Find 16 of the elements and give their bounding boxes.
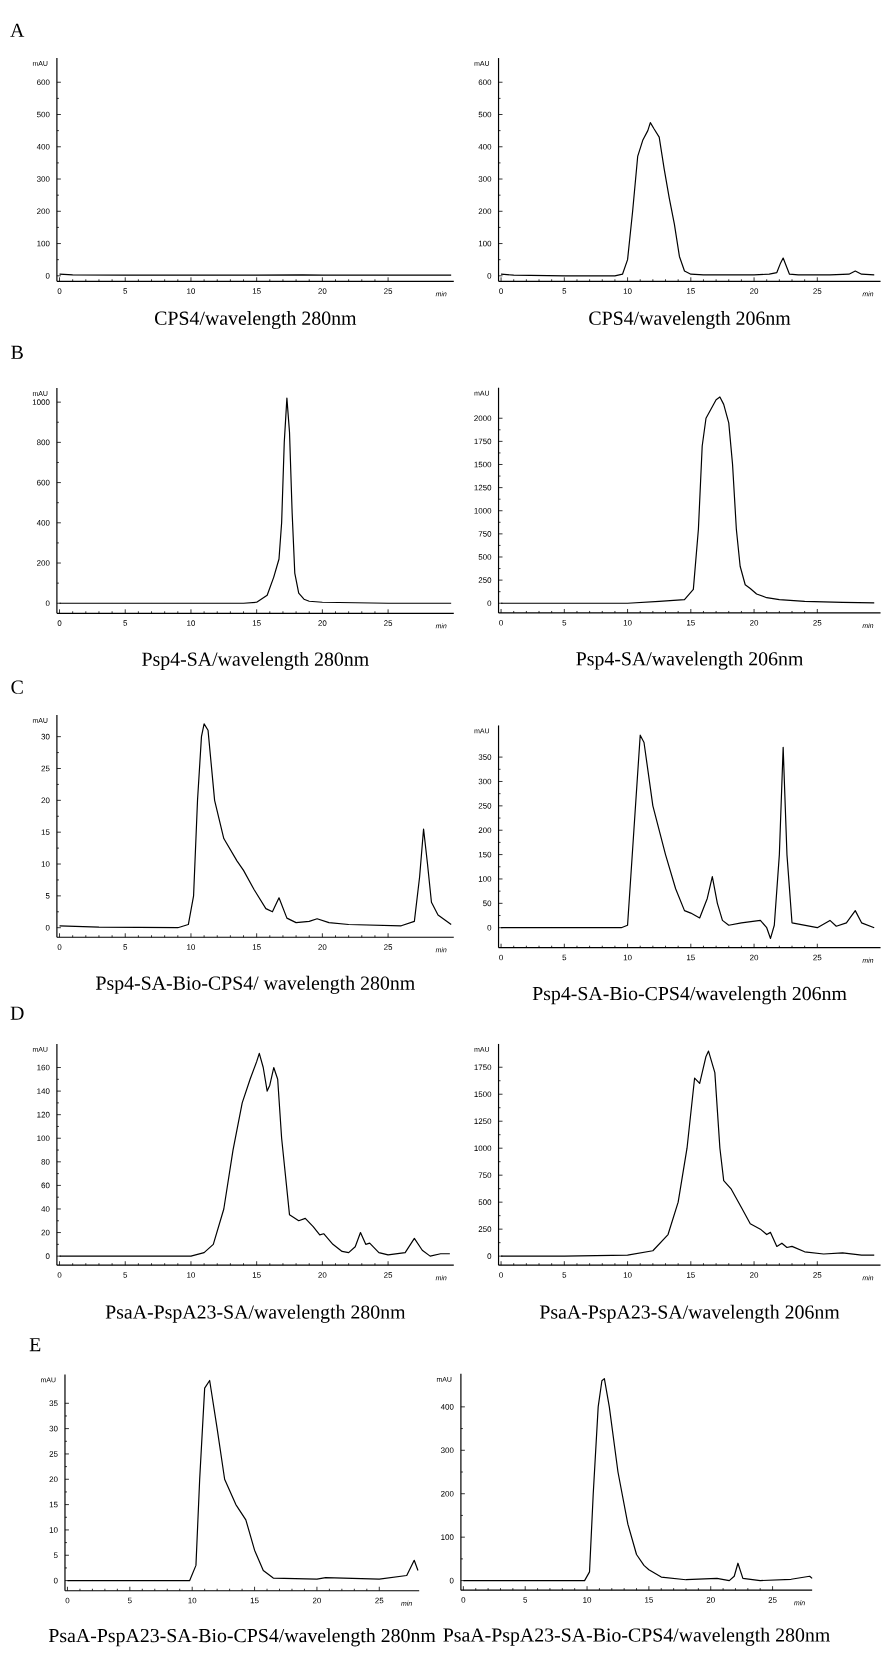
text: CPS4/wavelength 280nm: [154, 310, 357, 330]
text: D: [10, 1006, 24, 1020]
text: Psp4-SA/wavelength 206nm: [576, 651, 804, 670]
text: Psp4-SA-Bio-CPS4/ wavelength 280nm: [96, 975, 415, 994]
text: PsaA-PspA23-SA/wavelength 280nm: [105, 1304, 406, 1323]
text: PsaA-PspA23-SA-Bio-CPS4/wavelength 280nm: [443, 1627, 830, 1646]
text: Psp4-SA-Bio-CPS4/wavelength 206nm: [532, 986, 847, 1005]
text: C: [11, 680, 23, 694]
text: B: [11, 345, 23, 359]
line-series: [58, 723, 452, 929]
text: CPS4/wavelength 206nm: [589, 310, 791, 330]
text: Psp4-SA/wavelength 280nm: [142, 651, 369, 670]
text: A: [10, 23, 25, 37]
text: E: [29, 1338, 41, 1352]
text: PsaA-PspA23-SA-Bio-CPS4/wavelength 280nm: [48, 1628, 436, 1647]
text: PsaA-PspA23-SA/wavelength 206nm: [539, 1304, 840, 1323]
